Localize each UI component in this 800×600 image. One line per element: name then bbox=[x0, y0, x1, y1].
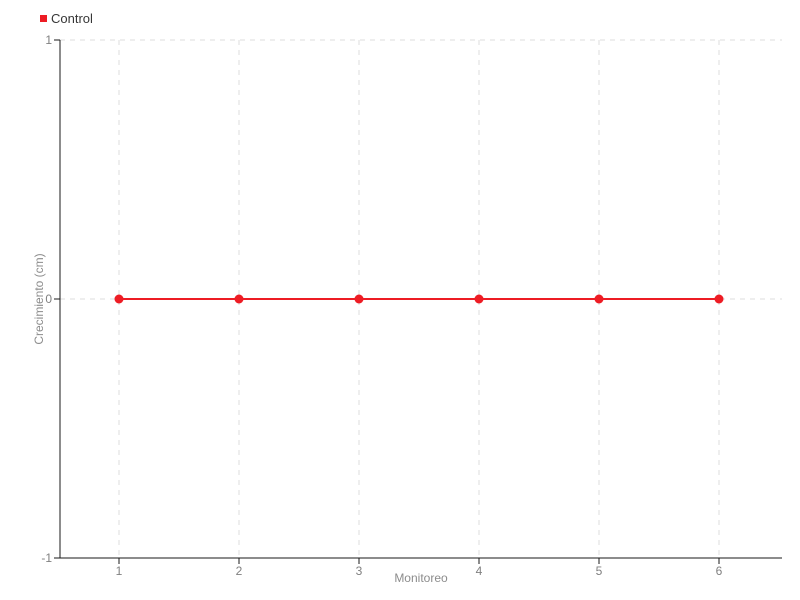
y-tick-label: -1 bbox=[41, 551, 52, 565]
data-point bbox=[234, 294, 244, 304]
data-point bbox=[594, 294, 604, 304]
y-tick-label: 0 bbox=[45, 292, 52, 306]
data-point bbox=[714, 294, 724, 304]
y-tick-label: 1 bbox=[45, 33, 52, 47]
legend-swatch bbox=[40, 15, 47, 22]
data-point bbox=[354, 294, 364, 304]
x-tick-label: 3 bbox=[356, 564, 363, 578]
data-point bbox=[114, 294, 124, 304]
legend: Control bbox=[40, 12, 93, 25]
x-tick-label: 5 bbox=[596, 564, 603, 578]
x-tick-label: 6 bbox=[716, 564, 723, 578]
y-axis-title: Crecimiento (cm) bbox=[32, 253, 46, 345]
data-point bbox=[474, 294, 484, 304]
x-axis-title: Monitoreo bbox=[394, 571, 448, 585]
legend-item-control[interactable]: Control bbox=[40, 12, 93, 25]
x-tick-label: 1 bbox=[116, 564, 123, 578]
legend-label: Control bbox=[51, 11, 93, 26]
x-tick-label: 2 bbox=[236, 564, 243, 578]
x-tick-label: 4 bbox=[476, 564, 483, 578]
